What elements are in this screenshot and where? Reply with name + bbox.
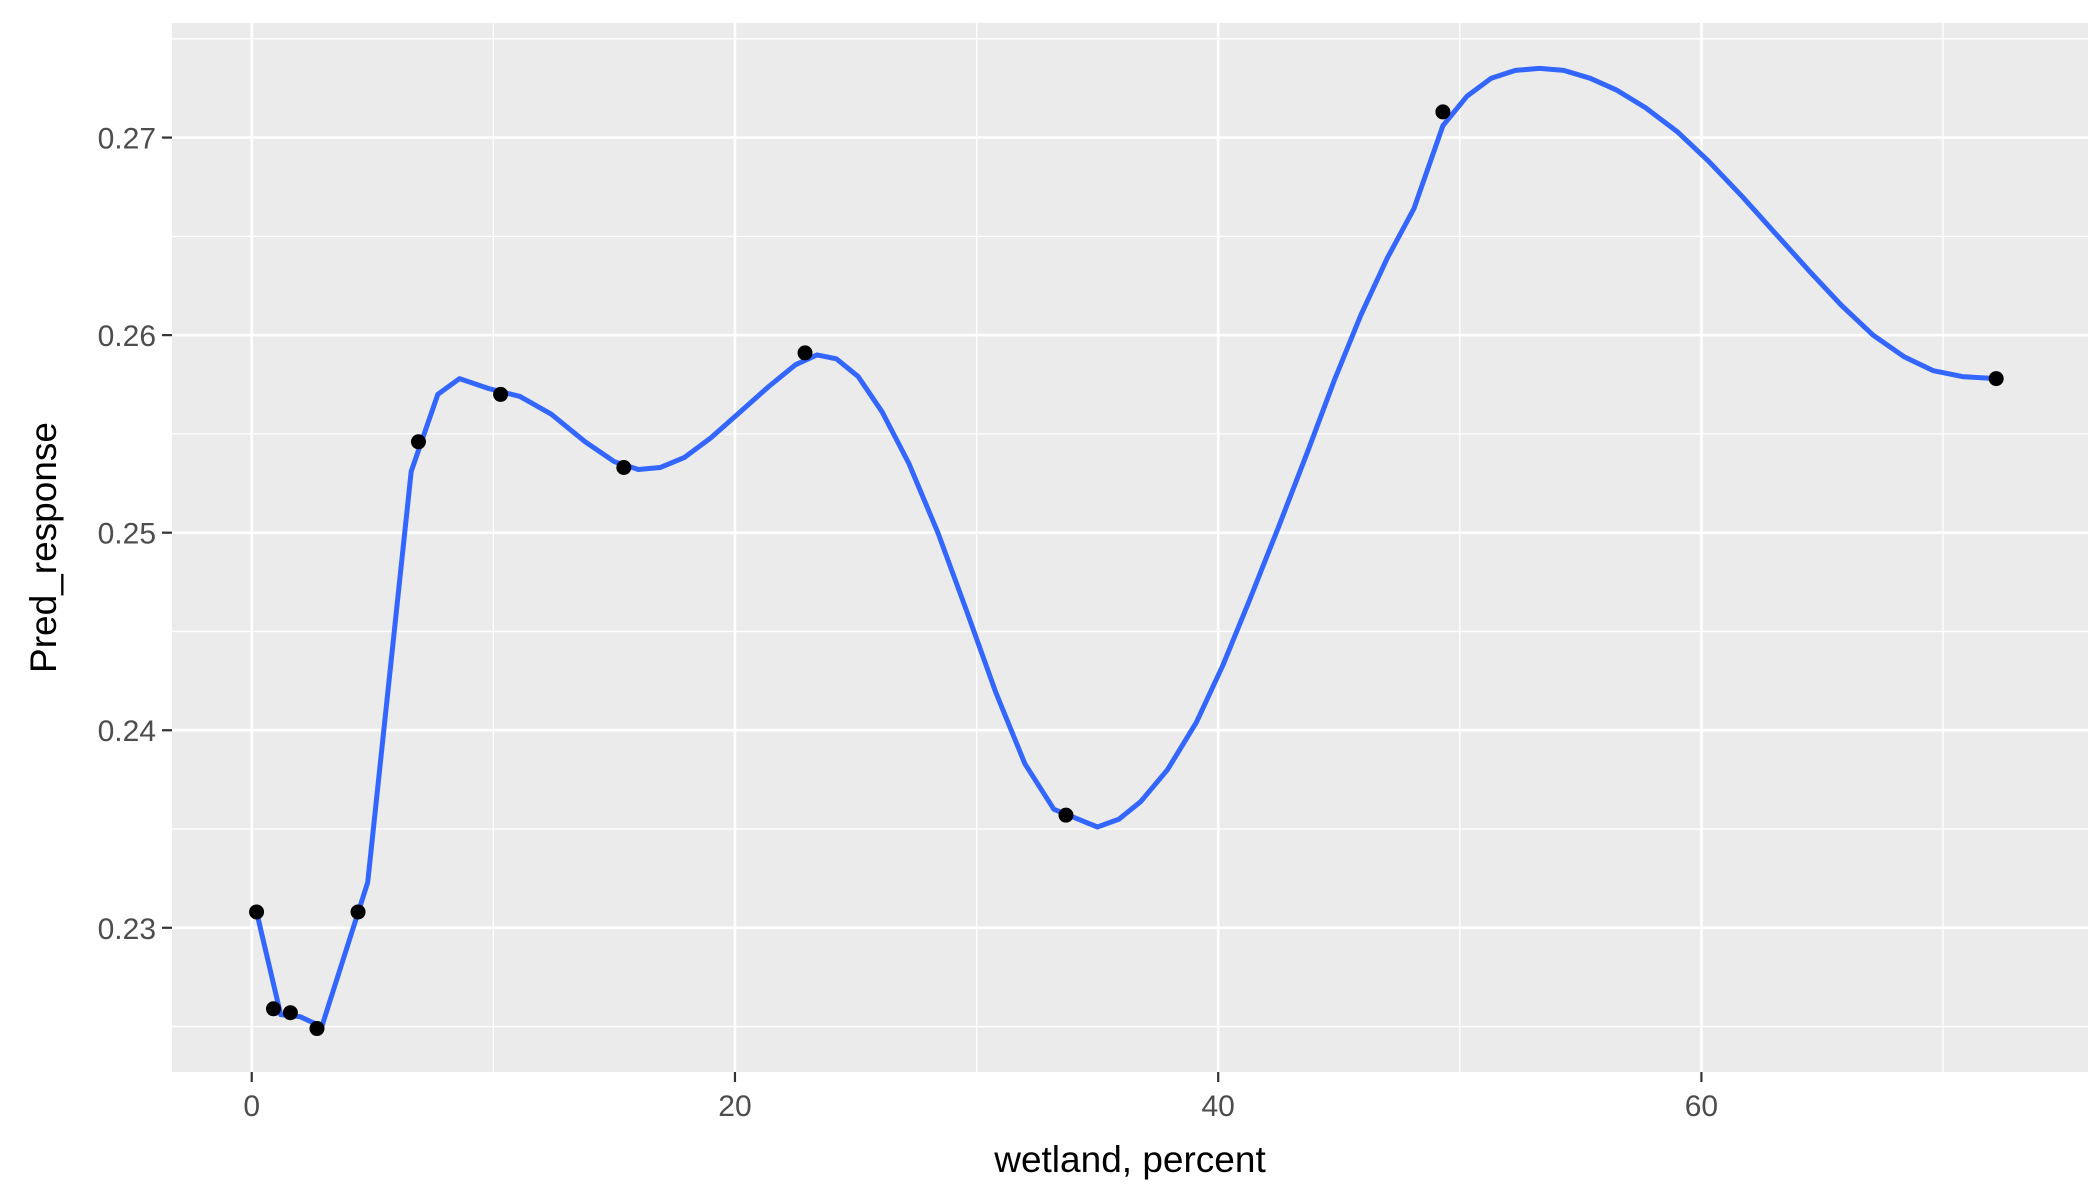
y-axis-tick-labels: 0.23 0.24 0.25 0.26 0.27 xyxy=(98,123,156,946)
data-point xyxy=(493,386,509,402)
data-point xyxy=(1988,371,2004,387)
y-tick-label: 0.23 xyxy=(98,913,156,946)
data-point xyxy=(282,1005,298,1021)
smooth-fit-line xyxy=(254,65,1999,1030)
x-tick-label: 40 xyxy=(1202,1090,1235,1123)
data-point xyxy=(616,459,632,475)
x-tick-label: 20 xyxy=(718,1090,751,1123)
x-tick-label: 0 xyxy=(243,1090,260,1123)
y-tick-label: 0.27 xyxy=(98,123,156,156)
x-axis-title: wetland, percent xyxy=(993,1139,1266,1180)
y-tick-label: 0.25 xyxy=(98,518,156,551)
minor-gridlines xyxy=(172,23,2088,1072)
data-point xyxy=(309,1021,325,1037)
y-axis-title: Pred_response xyxy=(23,422,64,673)
data-point xyxy=(797,345,813,361)
data-point xyxy=(265,1001,281,1017)
x-tick-label: 60 xyxy=(1685,1090,1718,1123)
y-tick-label: 0.26 xyxy=(98,320,156,353)
data-points xyxy=(249,104,2004,1037)
data-point xyxy=(350,904,366,920)
axis-ticks xyxy=(162,136,1703,1082)
data-point xyxy=(249,904,265,920)
major-gridlines xyxy=(172,23,2088,1072)
x-axis-tick-labels: 0 20 40 60 xyxy=(243,1090,1718,1123)
data-point xyxy=(1058,807,1074,823)
plot-panel xyxy=(172,23,2088,1072)
data-point xyxy=(410,434,426,450)
y-tick-label: 0.24 xyxy=(98,715,156,748)
data-point xyxy=(1435,104,1451,120)
